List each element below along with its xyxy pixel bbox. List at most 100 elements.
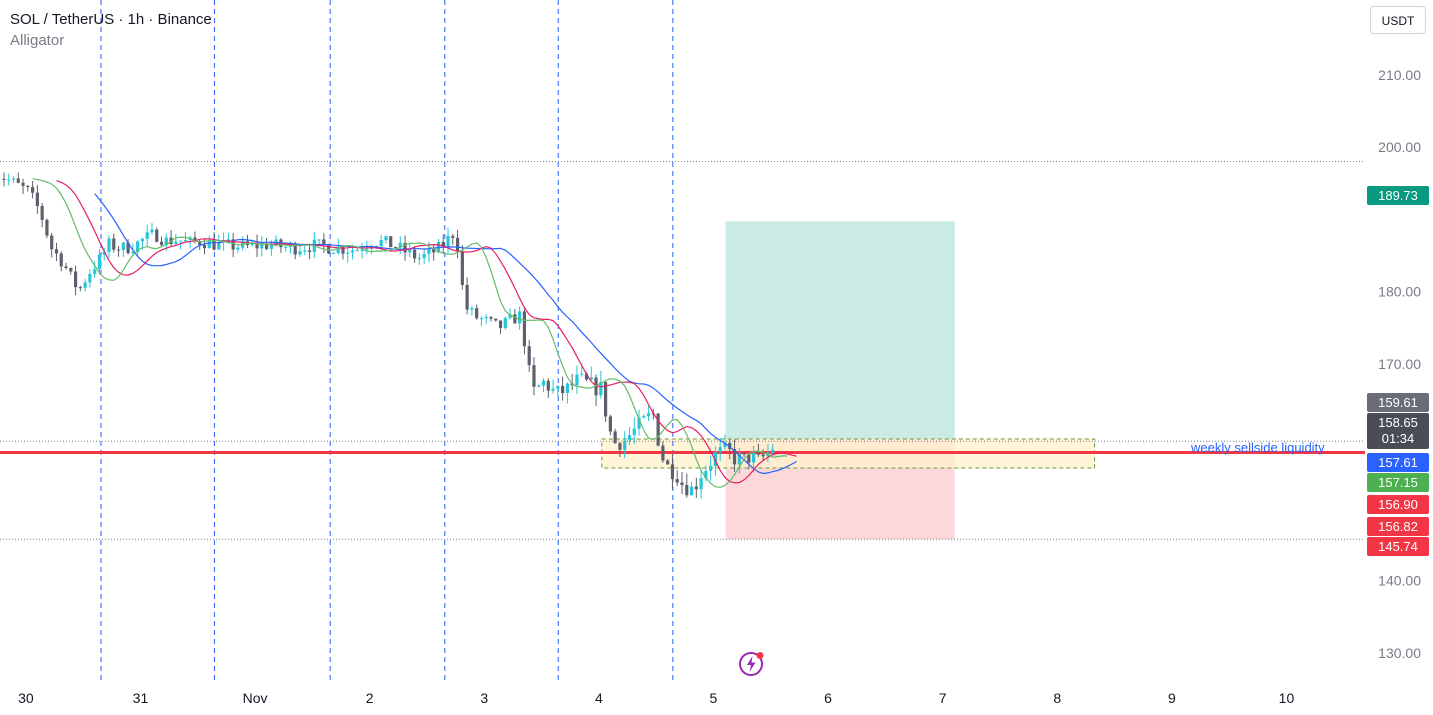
candle-body (623, 440, 627, 450)
candle-body (198, 241, 202, 246)
candle-body (136, 241, 140, 253)
candle-body (503, 318, 507, 328)
indicator-name[interactable]: Alligator (10, 32, 65, 49)
candle-body (417, 258, 421, 260)
candle-body (155, 229, 159, 242)
candle-body (737, 453, 741, 465)
horizontal-levels (0, 160, 1365, 540)
session-break-lines (100, 0, 674, 680)
price-tick-label: 130.00 (1378, 645, 1421, 661)
candle-body (408, 249, 412, 253)
candle-body (250, 243, 254, 246)
candle-body (589, 377, 593, 380)
candle-body (116, 249, 121, 251)
candle-body (441, 242, 445, 247)
candle-body (54, 249, 59, 254)
candle-body (159, 241, 164, 245)
candle-body (174, 241, 178, 245)
candle-body (78, 287, 82, 289)
candle-body (732, 449, 737, 465)
candle-body (580, 373, 584, 375)
candle-body (608, 416, 612, 432)
candle-body (131, 252, 135, 254)
candle-body (494, 318, 498, 321)
candle-body (637, 417, 641, 429)
candle-body (455, 237, 460, 252)
alligator-jaw-line (94, 193, 797, 475)
candle-body (513, 314, 517, 324)
candle-body (771, 449, 775, 453)
candle-body (666, 460, 670, 465)
price-tag: 159.61 (1367, 393, 1429, 412)
time-tick-label: 10 (1279, 690, 1295, 706)
candle-body (379, 240, 383, 247)
price-tick-label: 210.00 (1378, 67, 1421, 83)
time-tick-label: Nov (243, 690, 268, 706)
candle-body (355, 250, 359, 252)
candle-body (422, 253, 426, 259)
candle-body (432, 249, 436, 253)
candle-body (451, 235, 455, 238)
candle-body (112, 238, 116, 250)
time-tick-label: 6 (824, 690, 832, 706)
candle-body (26, 185, 30, 188)
candle-body (88, 273, 92, 283)
candle-body (307, 250, 312, 252)
price-tick-label: 140.00 (1378, 573, 1421, 589)
position-zones (601, 221, 1096, 540)
candle-body (269, 244, 273, 250)
lightning-icon[interactable] (738, 650, 766, 678)
candle-body (50, 235, 54, 250)
sellside-liquidity-label[interactable]: weekly sellside liquidity (1191, 440, 1325, 455)
candle-body (413, 249, 417, 259)
currency-button[interactable]: USDT (1370, 6, 1426, 34)
candle-body (7, 179, 11, 181)
candle-body (694, 486, 698, 490)
candle-body (427, 249, 431, 254)
candle-body (11, 178, 16, 180)
candle-body (21, 182, 25, 186)
time-tick-label: 7 (939, 690, 947, 706)
candle-body (393, 247, 398, 249)
candle-body (346, 252, 350, 254)
candle-body (107, 238, 111, 252)
candle-body (537, 385, 541, 387)
candle-body (465, 284, 469, 310)
alligator-teeth-line (56, 180, 797, 484)
candle-body (518, 311, 522, 324)
price-tag: 156.82 (1367, 517, 1429, 536)
candle-body (202, 245, 207, 249)
candle-body (226, 239, 230, 241)
candle-body (508, 314, 512, 319)
candle-body (527, 346, 531, 366)
chart-legend: SOL / TetherUS · 1h · Binance Alligator (10, 10, 212, 52)
candle-body (45, 219, 49, 236)
candle-body (718, 447, 722, 453)
candle-body (298, 251, 302, 255)
candle-body (73, 271, 78, 288)
candle-body (565, 383, 569, 394)
time-tick-label: 8 (1053, 690, 1061, 706)
candle-body (742, 453, 746, 455)
time-tick-label: 30 (18, 690, 34, 706)
candle-body (384, 236, 388, 241)
candle-body (403, 242, 407, 253)
candle-body (475, 308, 479, 319)
candle-body (546, 380, 550, 391)
candlestick-series (2, 172, 775, 499)
candle-body (761, 454, 765, 457)
time-tick-label: 9 (1168, 690, 1176, 706)
candle-body (126, 242, 130, 254)
candle-body (365, 248, 369, 251)
candle-body (728, 442, 732, 450)
price-tag: 145.74 (1367, 537, 1429, 556)
candle-body (389, 236, 393, 248)
symbol-title[interactable]: SOL / TetherUS · 1h · Binance (10, 11, 212, 28)
price-tag: 157.61 (1367, 453, 1429, 472)
candle-body (756, 453, 760, 455)
candle-body (627, 435, 632, 441)
candle-body (179, 240, 183, 242)
candle-body (284, 246, 288, 248)
candle-body (561, 385, 565, 394)
